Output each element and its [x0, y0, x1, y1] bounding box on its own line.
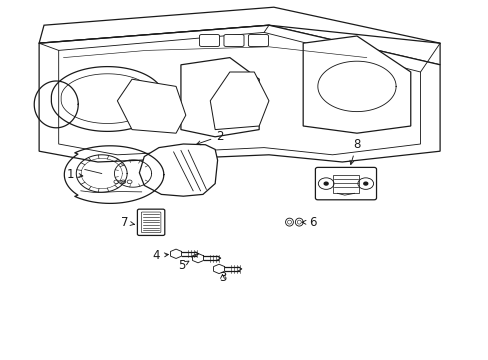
FancyBboxPatch shape: [199, 35, 219, 46]
Text: 1: 1: [67, 168, 82, 181]
Text: 8: 8: [349, 138, 360, 165]
Text: 5: 5: [178, 259, 188, 272]
Circle shape: [363, 182, 367, 185]
Polygon shape: [39, 7, 439, 65]
Polygon shape: [139, 144, 217, 196]
Text: 7: 7: [121, 216, 134, 229]
Polygon shape: [181, 58, 259, 137]
Polygon shape: [117, 79, 185, 133]
Bar: [332, 175, 359, 193]
Text: 2: 2: [196, 130, 224, 145]
FancyBboxPatch shape: [224, 35, 244, 46]
FancyBboxPatch shape: [248, 35, 268, 46]
Polygon shape: [39, 25, 439, 162]
Polygon shape: [303, 36, 410, 133]
FancyBboxPatch shape: [137, 209, 164, 235]
Text: 4: 4: [152, 249, 168, 262]
FancyBboxPatch shape: [141, 212, 161, 233]
Polygon shape: [59, 32, 420, 155]
Text: 6: 6: [302, 216, 316, 229]
Text: 3: 3: [218, 271, 226, 284]
FancyBboxPatch shape: [315, 167, 376, 200]
Circle shape: [324, 182, 327, 185]
Polygon shape: [210, 72, 268, 130]
